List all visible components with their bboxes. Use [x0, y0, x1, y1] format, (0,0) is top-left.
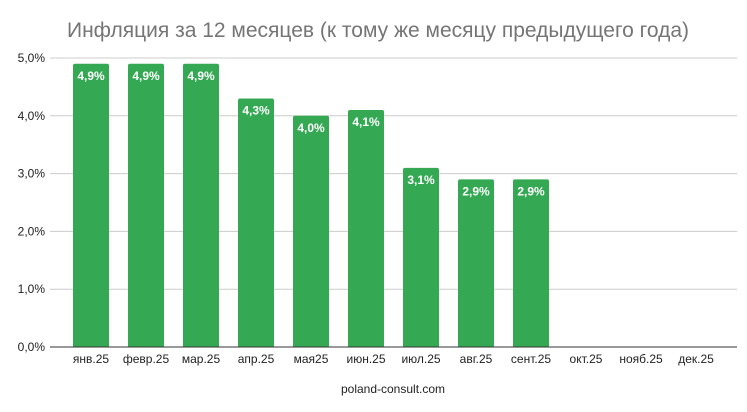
x-axis-label: poland-consult.com	[341, 382, 445, 396]
bar	[403, 167, 439, 347]
bar	[458, 179, 494, 347]
data-label: 3,1%	[407, 173, 435, 187]
bar	[73, 63, 109, 347]
data-label: 2,9%	[517, 184, 545, 198]
bar	[238, 98, 274, 348]
data-label: 2,9%	[462, 184, 490, 198]
data-label: 4,0%	[297, 121, 325, 135]
x-tick-label: февр.25	[123, 352, 170, 366]
data-label: 4,3%	[242, 103, 270, 117]
y-tick-label: 1,0%	[18, 282, 46, 296]
data-label: 4,1%	[352, 115, 380, 129]
data-label: 4,9%	[187, 69, 215, 83]
x-tick-label: июн.25	[346, 352, 385, 366]
y-tick-label: 0,0%	[18, 340, 46, 354]
y-tick-label: 5,0%	[18, 51, 46, 65]
bar	[293, 115, 329, 347]
x-tick-label: авг.25	[460, 352, 493, 366]
x-tick-label: июл.25	[401, 352, 440, 366]
x-tick-label: окт.25	[570, 352, 603, 366]
data-label: 4,9%	[132, 69, 160, 83]
x-tick-label: нояб.25	[619, 352, 663, 366]
x-tick-label: янв.25	[73, 352, 110, 366]
x-tick-label: сент.25	[511, 352, 551, 366]
y-tick-label: 2,0%	[18, 224, 46, 238]
chart-title: Инфляция за 12 месяцев (к тому же месяцу…	[67, 19, 689, 42]
y-tick-label: 4,0%	[18, 109, 46, 123]
y-tick-label: 3,0%	[18, 167, 46, 181]
bar	[513, 179, 549, 347]
x-tick-label: мар.25	[182, 352, 221, 366]
x-tick-label: дек.25	[678, 352, 714, 366]
bar	[128, 63, 164, 347]
bar	[348, 110, 384, 348]
data-label: 4,9%	[77, 69, 105, 83]
x-tick-label: мая25	[294, 352, 329, 366]
bar	[183, 63, 219, 347]
x-tick-label: апр.25	[238, 352, 275, 366]
